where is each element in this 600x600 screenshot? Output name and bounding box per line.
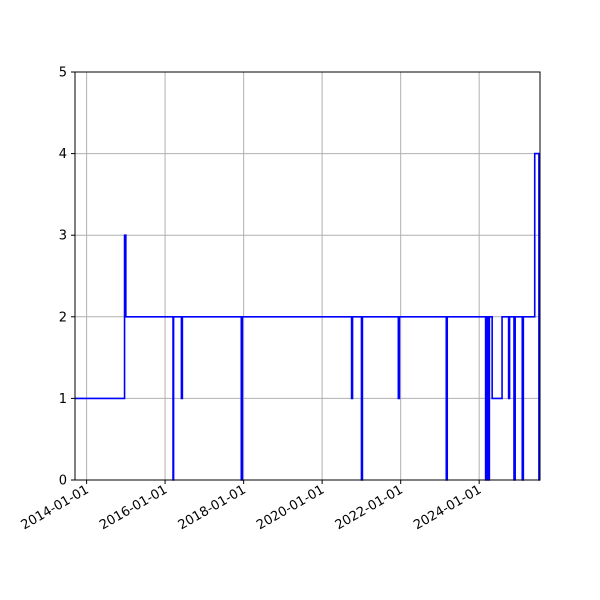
x-tick-label: 2018-01-01 bbox=[176, 482, 249, 533]
y-tick-label: 5 bbox=[59, 66, 67, 81]
x-tick-label: 2014-01-01 bbox=[19, 482, 92, 533]
y-tick-label: 3 bbox=[59, 229, 67, 244]
plot-frame bbox=[74, 71, 541, 481]
series-line-0 bbox=[75, 152, 540, 481]
y-tick-label: 1 bbox=[59, 392, 67, 407]
y-tick-label: 2 bbox=[59, 310, 67, 325]
x-tick-label: 2016-01-01 bbox=[97, 482, 170, 533]
series-layer bbox=[75, 152, 540, 481]
y-tick-label: 0 bbox=[59, 474, 67, 489]
grid-lines bbox=[75, 71, 540, 481]
x-tick-label: 2020-01-01 bbox=[254, 482, 327, 533]
x-tick-label: 2022-01-01 bbox=[333, 482, 406, 533]
y-tick-label: 4 bbox=[59, 147, 67, 162]
tick-labels: 2014-01-01 2016-01-01 2018-01-01 2020-01-01… bbox=[19, 66, 484, 534]
x-tick-label: 2024-01-01 bbox=[411, 482, 484, 533]
axis-ticks bbox=[71, 71, 480, 484]
